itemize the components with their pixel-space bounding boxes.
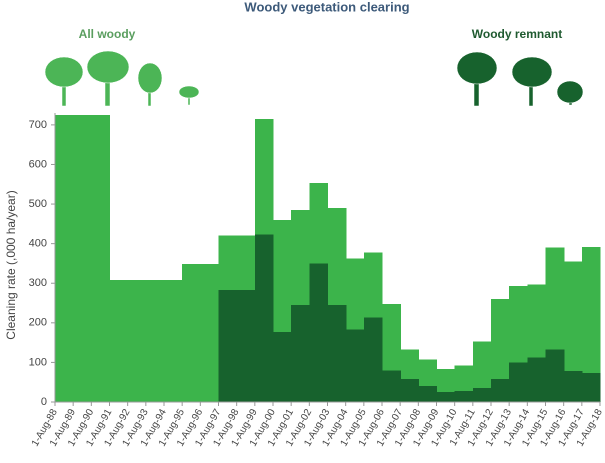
legend-label: Woody remnant	[472, 27, 562, 41]
bar	[563, 261, 583, 402]
bar	[581, 373, 601, 402]
bar	[327, 305, 347, 402]
bar	[182, 264, 201, 402]
legend-label: All woody	[79, 27, 136, 41]
y-tick-label: 200	[29, 317, 47, 329]
bar	[164, 280, 183, 402]
bar	[436, 392, 456, 402]
bar	[73, 114, 92, 402]
bar	[200, 264, 220, 402]
bar	[236, 289, 256, 402]
y-tick-label: 100	[29, 356, 47, 368]
bar	[472, 341, 492, 402]
bar	[109, 280, 129, 402]
chart-title: Woody vegetation clearing	[244, 0, 409, 14]
bar	[91, 114, 111, 402]
bar	[127, 280, 147, 402]
bar	[491, 379, 510, 402]
bar	[382, 370, 401, 402]
bar	[418, 386, 438, 402]
bar	[218, 289, 238, 402]
bar	[254, 234, 274, 402]
bar	[472, 388, 492, 402]
y-tick-label: 400	[29, 238, 47, 250]
bar	[345, 329, 365, 402]
legend-icons-dark	[456, 51, 584, 107]
y-tick-label: 700	[29, 119, 47, 131]
bar	[400, 379, 419, 402]
bar	[309, 263, 329, 402]
bar	[273, 331, 292, 402]
bar	[563, 371, 583, 402]
bar	[363, 317, 383, 402]
bar	[454, 390, 474, 402]
bar	[581, 246, 601, 402]
bar	[491, 299, 510, 402]
bar	[145, 280, 165, 402]
y-tick-label: 300	[29, 277, 47, 289]
y-tick-label: 600	[29, 158, 47, 170]
bar	[545, 349, 565, 402]
y-axis-label: Cleaning rate (,000 ha/year)	[4, 190, 18, 339]
bar	[291, 305, 310, 402]
bar	[55, 114, 74, 402]
legend-icons-light	[44, 50, 200, 107]
y-tick-label: 0	[41, 396, 47, 408]
bar	[527, 357, 547, 402]
bar	[509, 362, 528, 402]
y-tick-label: 500	[29, 198, 47, 210]
